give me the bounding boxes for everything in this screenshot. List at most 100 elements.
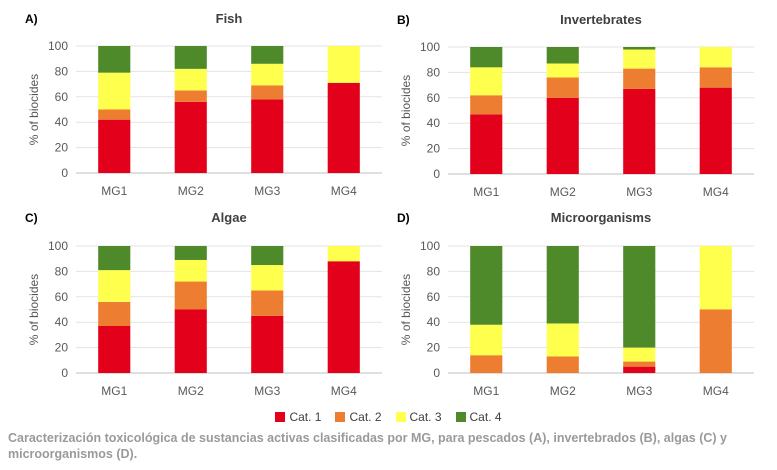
panel3-label: C) — [25, 211, 38, 225]
panel3-ytick-label: 40 — [55, 315, 69, 329]
panel1-bar-mg2-cat1 — [174, 101, 207, 173]
panel3-bar-mg1-cat3 — [98, 270, 131, 302]
panel1-bar-mg3-cat1 — [251, 99, 284, 173]
panel1-title: Fish — [216, 11, 243, 26]
panel1-y-axis-title: % of biocides — [27, 74, 41, 145]
panel2-bar-mg2-cat4 — [546, 47, 579, 64]
panel1-ytick-label: 100 — [48, 39, 68, 53]
panel3-ytick-label: 0 — [61, 366, 68, 380]
legend-item-cat3: Cat. 3 — [395, 410, 442, 424]
legend-label-cat1: Cat. 1 — [289, 410, 322, 424]
panel2-xtick-label: MG1 — [473, 185, 499, 199]
legend-swatch-cat1 — [275, 412, 286, 422]
panel2-bar-mg4-cat3 — [699, 47, 732, 68]
panel3-bar-mg3-cat4 — [251, 246, 284, 266]
panel1-bar-mg4-cat3 — [327, 46, 360, 83]
panel3-bar-mg2-cat3 — [174, 259, 207, 282]
panel4-y-axis-title: % of biocides — [399, 274, 413, 345]
panel2-bar-mg3-cat2 — [623, 68, 656, 89]
panel1-bar-mg2-cat4 — [174, 46, 207, 69]
panel2-bar-mg2-cat3 — [546, 63, 579, 78]
panel3-y-axis-title: % of biocides — [27, 274, 41, 345]
panel3-ytick-label: 100 — [48, 239, 68, 253]
panel4-bar-mg2-cat4 — [546, 246, 579, 324]
panel3-ytick-label: 60 — [55, 290, 69, 304]
panel3-bar-mg1-cat4 — [98, 246, 131, 271]
panel4-ytick-label: 0 — [433, 366, 440, 380]
panel3-xtick-label: MG1 — [101, 384, 127, 398]
panel2-xtick-label: MG2 — [550, 185, 576, 199]
panel1-bar-mg3-cat3 — [251, 63, 284, 86]
panel4-bar-mg3-cat4 — [623, 246, 656, 348]
panel2-ytick-label: 20 — [427, 142, 441, 156]
panel4-ytick-label: 60 — [427, 290, 441, 304]
panel3-bar-mg3-cat2 — [251, 290, 284, 316]
legend-swatch-cat2 — [335, 412, 346, 422]
panel4-title: Microorganisms — [551, 210, 651, 225]
panel2-ytick-label: 40 — [427, 116, 441, 130]
panel3-bar-mg1-cat2 — [98, 301, 131, 327]
panel1-label: A) — [25, 12, 38, 26]
panel2-bar-mg4-cat2 — [699, 67, 732, 88]
panel3-bar-mg3-cat3 — [251, 265, 284, 291]
legend-item-cat4: Cat. 4 — [455, 410, 502, 424]
panel2-bar-mg1-cat2 — [470, 95, 503, 115]
panel1-bar-mg3-cat2 — [251, 85, 284, 100]
panel2-bar-mg1-cat4 — [470, 47, 503, 68]
panel3-bar-mg2-cat1 — [174, 309, 207, 373]
panel2-ytick-label: 100 — [420, 40, 440, 54]
panel2-y-axis-title: % of biocides — [399, 75, 413, 146]
legend-item-cat1: Cat. 1 — [275, 410, 321, 424]
panel2-bar-mg2-cat1 — [546, 97, 579, 174]
panel3-bar-mg4-cat3 — [327, 246, 360, 262]
panel3-xtick-label: MG2 — [178, 384, 204, 398]
panel3-bar-mg3-cat1 — [251, 315, 284, 373]
panel4-ytick-label: 100 — [420, 239, 440, 253]
legend-label-cat2: Cat. 2 — [349, 410, 382, 424]
panel2-bar-mg3-cat4 — [623, 47, 656, 50]
panel4-ytick-label: 20 — [427, 341, 441, 355]
panel1-bar-mg1-cat3 — [98, 72, 131, 110]
panel3-ytick-label: 20 — [55, 341, 69, 355]
panel4-bar-mg2-cat3 — [546, 323, 579, 357]
panel3-ytick-label: 80 — [55, 264, 69, 278]
panel2-bar-mg1-cat1 — [470, 114, 503, 174]
panel3-xtick-label: MG3 — [254, 384, 280, 398]
panel1-xtick-label: MG3 — [254, 184, 280, 198]
panel4-bar-mg2-cat2 — [546, 356, 579, 373]
panel1-bar-mg1-cat2 — [98, 109, 131, 120]
legend-swatch-cat3 — [395, 412, 406, 422]
panel4-xtick-label: MG1 — [473, 384, 499, 398]
panel4-xtick-label: MG4 — [703, 384, 729, 398]
panel4-label: D) — [397, 211, 410, 225]
figure-canvas: A) Fish 0 20 40 60 80 100 % of biocides MG1 MG2 MG3… — [25, 11, 754, 398]
panel2-ytick-label: 0 — [433, 167, 440, 181]
legend-label-cat4: Cat. 4 — [469, 410, 502, 424]
panel4-xtick-label: MG3 — [626, 384, 652, 398]
legend-item-cat2: Cat. 2 — [335, 410, 382, 424]
panel4-bar-mg4-cat2 — [699, 309, 732, 373]
panel2-xtick-label: MG3 — [626, 185, 652, 199]
panel3-bar-mg1-cat1 — [98, 326, 131, 373]
panel1-xtick-label: MG4 — [331, 184, 357, 198]
panel1-ytick-label: 0 — [61, 166, 68, 180]
panel3-xtick-label: MG4 — [331, 384, 357, 398]
panel4-bar-mg3-cat3 — [623, 347, 656, 362]
panel1-bar-mg4-cat1 — [327, 82, 360, 173]
figure-caption: Caracterización toxicológica de sustanci… — [8, 431, 728, 461]
panel1-bar-mg2-cat2 — [174, 90, 207, 102]
panel2-bar-mg3-cat3 — [623, 49, 656, 69]
panel2-label: B) — [397, 13, 410, 27]
panel1-xtick-label: MG2 — [178, 184, 204, 198]
panel1-ytick-label: 40 — [55, 115, 69, 129]
panel1-ytick-label: 20 — [55, 141, 69, 155]
panel1-bar-mg3-cat4 — [251, 46, 284, 64]
panel3-title: Algae — [211, 210, 246, 225]
panel1-ytick-label: 80 — [55, 64, 69, 78]
panel1-ytick-label: 60 — [55, 90, 69, 104]
panel4-bar-mg4-cat3 — [699, 246, 732, 310]
legend-swatch-cat4 — [455, 412, 466, 422]
panel2-bar-mg4-cat1 — [699, 87, 732, 174]
panel2-bar-mg2-cat2 — [546, 77, 579, 98]
panel2-bar-mg3-cat1 — [623, 88, 656, 174]
